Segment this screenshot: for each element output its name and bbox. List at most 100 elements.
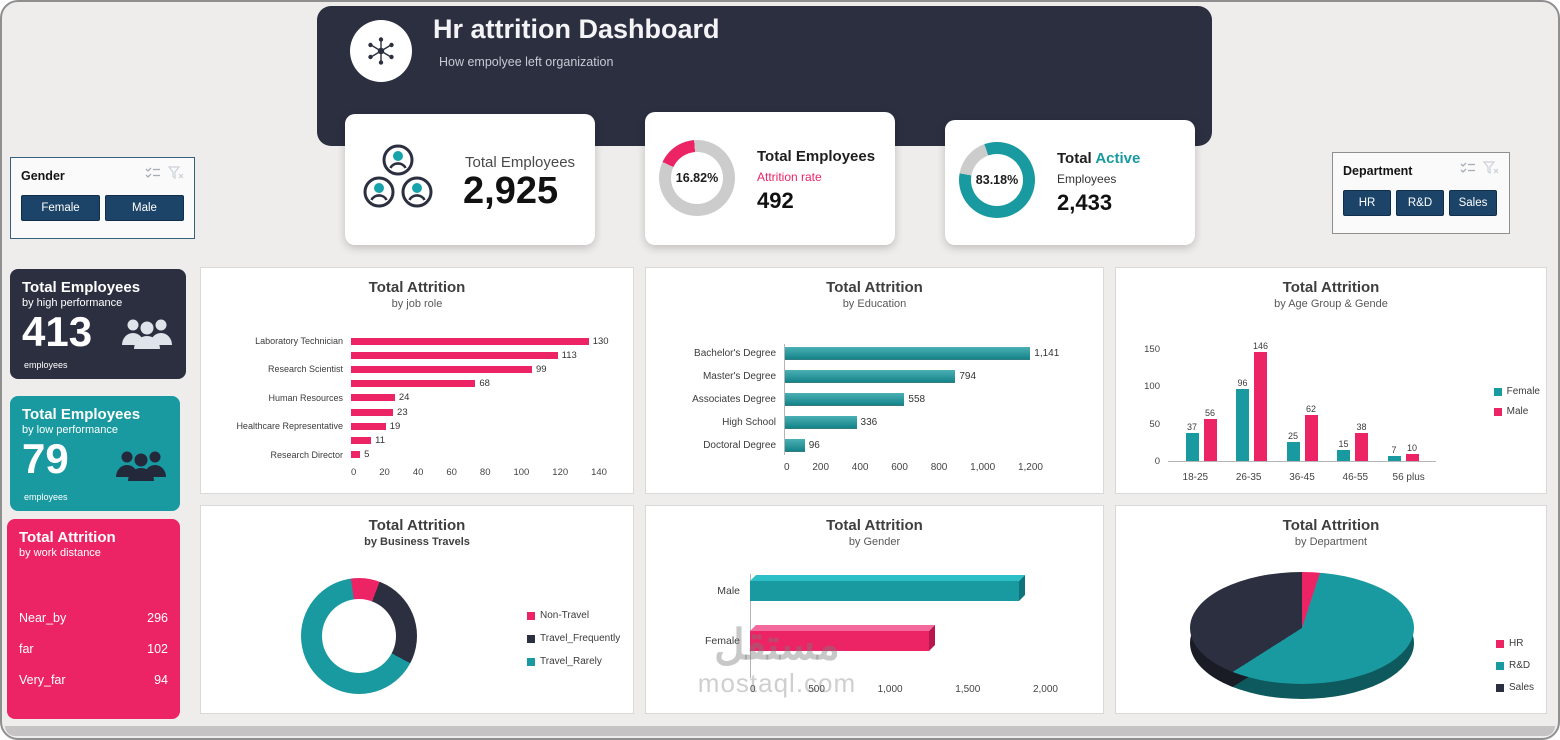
bar-3d[interactable]	[750, 625, 935, 651]
x-axis-tick: 80	[479, 466, 491, 478]
bar-wrap: 10	[1404, 443, 1421, 461]
bar-track: 99	[351, 364, 607, 375]
active-employees-donut[interactable]: 83.18%	[959, 142, 1035, 218]
bar-face-top	[750, 625, 935, 631]
legend-item[interactable]: Non-Travel	[527, 610, 620, 621]
chart-subtitle: by Business Travels	[364, 536, 470, 548]
x-axis-label: 26-35	[1235, 472, 1262, 483]
legend-item[interactable]: R&D	[1496, 660, 1534, 671]
kpi-total-employees: Total Employees 2,925	[345, 114, 595, 245]
legend-item[interactable]: Travel_Rarely	[527, 656, 620, 667]
bar[interactable]	[1236, 389, 1249, 461]
x-axis-tick: 1,200	[1017, 462, 1043, 473]
chart-subtitle: by job role	[391, 298, 443, 310]
category-label: Laboratory Technician	[255, 336, 343, 347]
kpi-label-active: Active	[1095, 150, 1141, 167]
chart-title: Total Attrition	[1282, 279, 1380, 296]
data-label: 336	[860, 417, 878, 428]
kpi-value: 492	[757, 188, 794, 213]
legend-marker	[1493, 387, 1502, 396]
list-item: Near_by 296	[19, 611, 168, 625]
donut-ring[interactable]	[301, 578, 417, 694]
legend-marker	[527, 634, 535, 643]
legend-item[interactable]: HR	[1496, 638, 1534, 649]
select-all-icon[interactable]	[145, 166, 161, 185]
bar-row: Research Scientist 99	[213, 362, 621, 376]
legend-item[interactable]: Female	[1493, 386, 1540, 397]
panel-attrition-by-business-travel: Total Attrition by Business Travels Non-…	[200, 505, 634, 714]
horizontal-scrollbar[interactable]	[5, 726, 1555, 736]
employees-icon	[361, 142, 435, 217]
chart-title: Total Attrition	[368, 517, 466, 534]
bar[interactable]	[1254, 351, 1267, 461]
data-label: 37	[1186, 422, 1197, 433]
bar[interactable]	[351, 337, 589, 345]
bar[interactable]	[784, 347, 1031, 360]
select-all-icon[interactable]	[1460, 161, 1476, 180]
chart-subtitle: by Gender	[848, 536, 901, 548]
gender-slicer: Gender Female Male	[10, 157, 195, 239]
bar[interactable]	[351, 451, 361, 459]
attrition-rate-donut[interactable]: 16.82%	[659, 140, 735, 216]
bar-track: 794	[784, 370, 1043, 383]
age-gender-column-chart: 0 50 100 150 37 56 96 146 25 62 15 38 7 10 18-25 26-35 3…	[1116, 320, 1546, 488]
category-label: Female	[704, 635, 740, 647]
bar[interactable]	[784, 370, 956, 383]
clear-filter-icon[interactable]	[1482, 161, 1499, 180]
bar[interactable]	[784, 439, 805, 452]
data-label: 56	[1204, 408, 1215, 418]
bar-wrap: 96	[1234, 378, 1251, 461]
data-label: 25	[1287, 431, 1298, 442]
bar[interactable]	[351, 394, 395, 402]
clear-filter-icon[interactable]	[167, 166, 184, 185]
bar-row: 23	[213, 405, 621, 419]
data-label: 113	[561, 349, 577, 361]
bar-3d[interactable]	[750, 575, 1025, 601]
attrition-rate-percent: 16.82%	[671, 152, 723, 204]
x-axis: 0 200 400 600 800 1,000 1,200	[784, 462, 1043, 473]
x-axis-tick: 40	[412, 466, 424, 478]
bar-face-side	[1018, 575, 1025, 601]
bar[interactable]	[784, 393, 905, 406]
bar[interactable]	[351, 408, 394, 416]
bar[interactable]	[351, 351, 558, 359]
department-option-rd[interactable]: R&D	[1396, 190, 1444, 216]
bar[interactable]	[1185, 433, 1199, 461]
bar[interactable]	[1304, 414, 1318, 461]
card-title: Total Attrition	[19, 529, 116, 546]
list-item: Very_far 94	[19, 673, 168, 687]
bar-row: 68	[213, 377, 621, 391]
legend-item[interactable]: Sales	[1496, 682, 1534, 693]
bar[interactable]	[351, 365, 533, 373]
bar[interactable]	[1405, 453, 1419, 461]
bar[interactable]	[1203, 419, 1217, 461]
bar[interactable]	[1387, 455, 1401, 461]
card-high-performance: Total Employees by high performance 413 …	[10, 269, 186, 379]
bar[interactable]	[1286, 442, 1300, 461]
bar-face-top	[750, 575, 1025, 581]
gender-slicer-header: Gender	[11, 158, 194, 191]
kpi-value: 2,433	[1057, 190, 1113, 215]
pie-3d[interactable]	[1190, 572, 1414, 699]
bar-group: 25 62	[1285, 403, 1320, 461]
bar[interactable]	[351, 422, 386, 430]
category-label: Bachelor's Degree	[694, 348, 776, 359]
bar[interactable]	[784, 416, 857, 429]
bar[interactable]	[1337, 449, 1350, 461]
department-option-hr[interactable]: HR	[1343, 190, 1391, 216]
y-axis-line	[784, 344, 785, 455]
bar[interactable]	[351, 380, 476, 388]
gender-option-male[interactable]: Male	[105, 195, 184, 221]
bar-wrap: 25	[1285, 431, 1302, 461]
data-label: 5	[364, 449, 370, 461]
bar[interactable]	[1355, 432, 1368, 461]
bar[interactable]	[351, 436, 372, 444]
bar-track: 24	[351, 392, 607, 403]
legend-label: Travel_Frequently	[540, 633, 621, 644]
department-option-sales[interactable]: Sales	[1449, 190, 1497, 216]
legend-item[interactable]: Male	[1493, 406, 1540, 417]
data-label: 62	[1305, 403, 1316, 414]
bar-rows: Laboratory Technician 130 113 Research Scie…	[213, 334, 621, 462]
legend-item[interactable]: Travel_Frequently	[527, 633, 620, 644]
gender-option-female[interactable]: Female	[21, 195, 100, 221]
